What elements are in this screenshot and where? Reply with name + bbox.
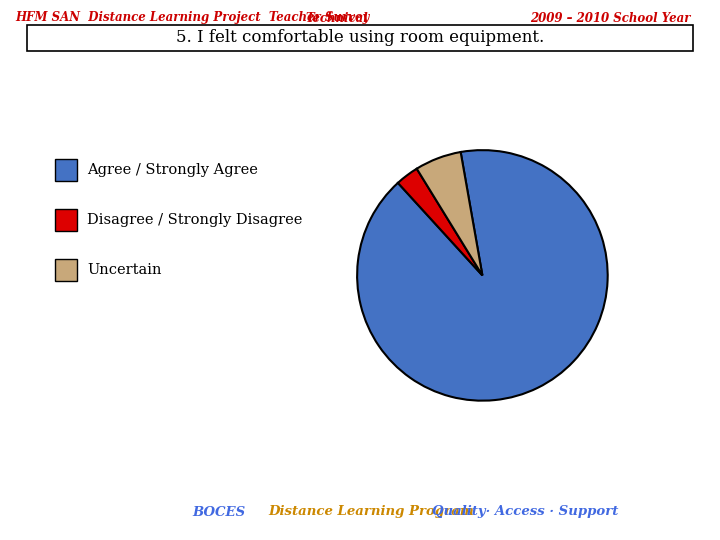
Text: 5. I felt comfortable using room equipment.: 5. I felt comfortable using room equipme… — [176, 30, 544, 46]
Text: Quality· Access · Support: Quality· Access · Support — [432, 505, 618, 518]
Text: BOCES: BOCES — [192, 505, 246, 518]
Text: 2009 – 2010 School Year: 2009 – 2010 School Year — [530, 11, 690, 24]
FancyBboxPatch shape — [27, 25, 693, 51]
Text: HFM SAN  Distance Learning Project  Teacher Survey: HFM SAN Distance Learning Project Teache… — [15, 11, 369, 24]
Text: 91%: 91% — [520, 365, 554, 379]
Text: Distance Learning Program: Distance Learning Program — [268, 505, 474, 518]
Text: Technical: Technical — [305, 11, 368, 24]
Text: 3%: 3% — [407, 185, 429, 199]
Wedge shape — [357, 150, 608, 401]
Wedge shape — [417, 152, 482, 275]
Wedge shape — [398, 168, 482, 275]
Text: 6%: 6% — [454, 177, 476, 191]
Text: Uncertain: Uncertain — [87, 263, 161, 277]
Text: Disagree / Strongly Disagree: Disagree / Strongly Disagree — [87, 213, 302, 227]
Text: Agree / Strongly Agree: Agree / Strongly Agree — [87, 163, 258, 177]
